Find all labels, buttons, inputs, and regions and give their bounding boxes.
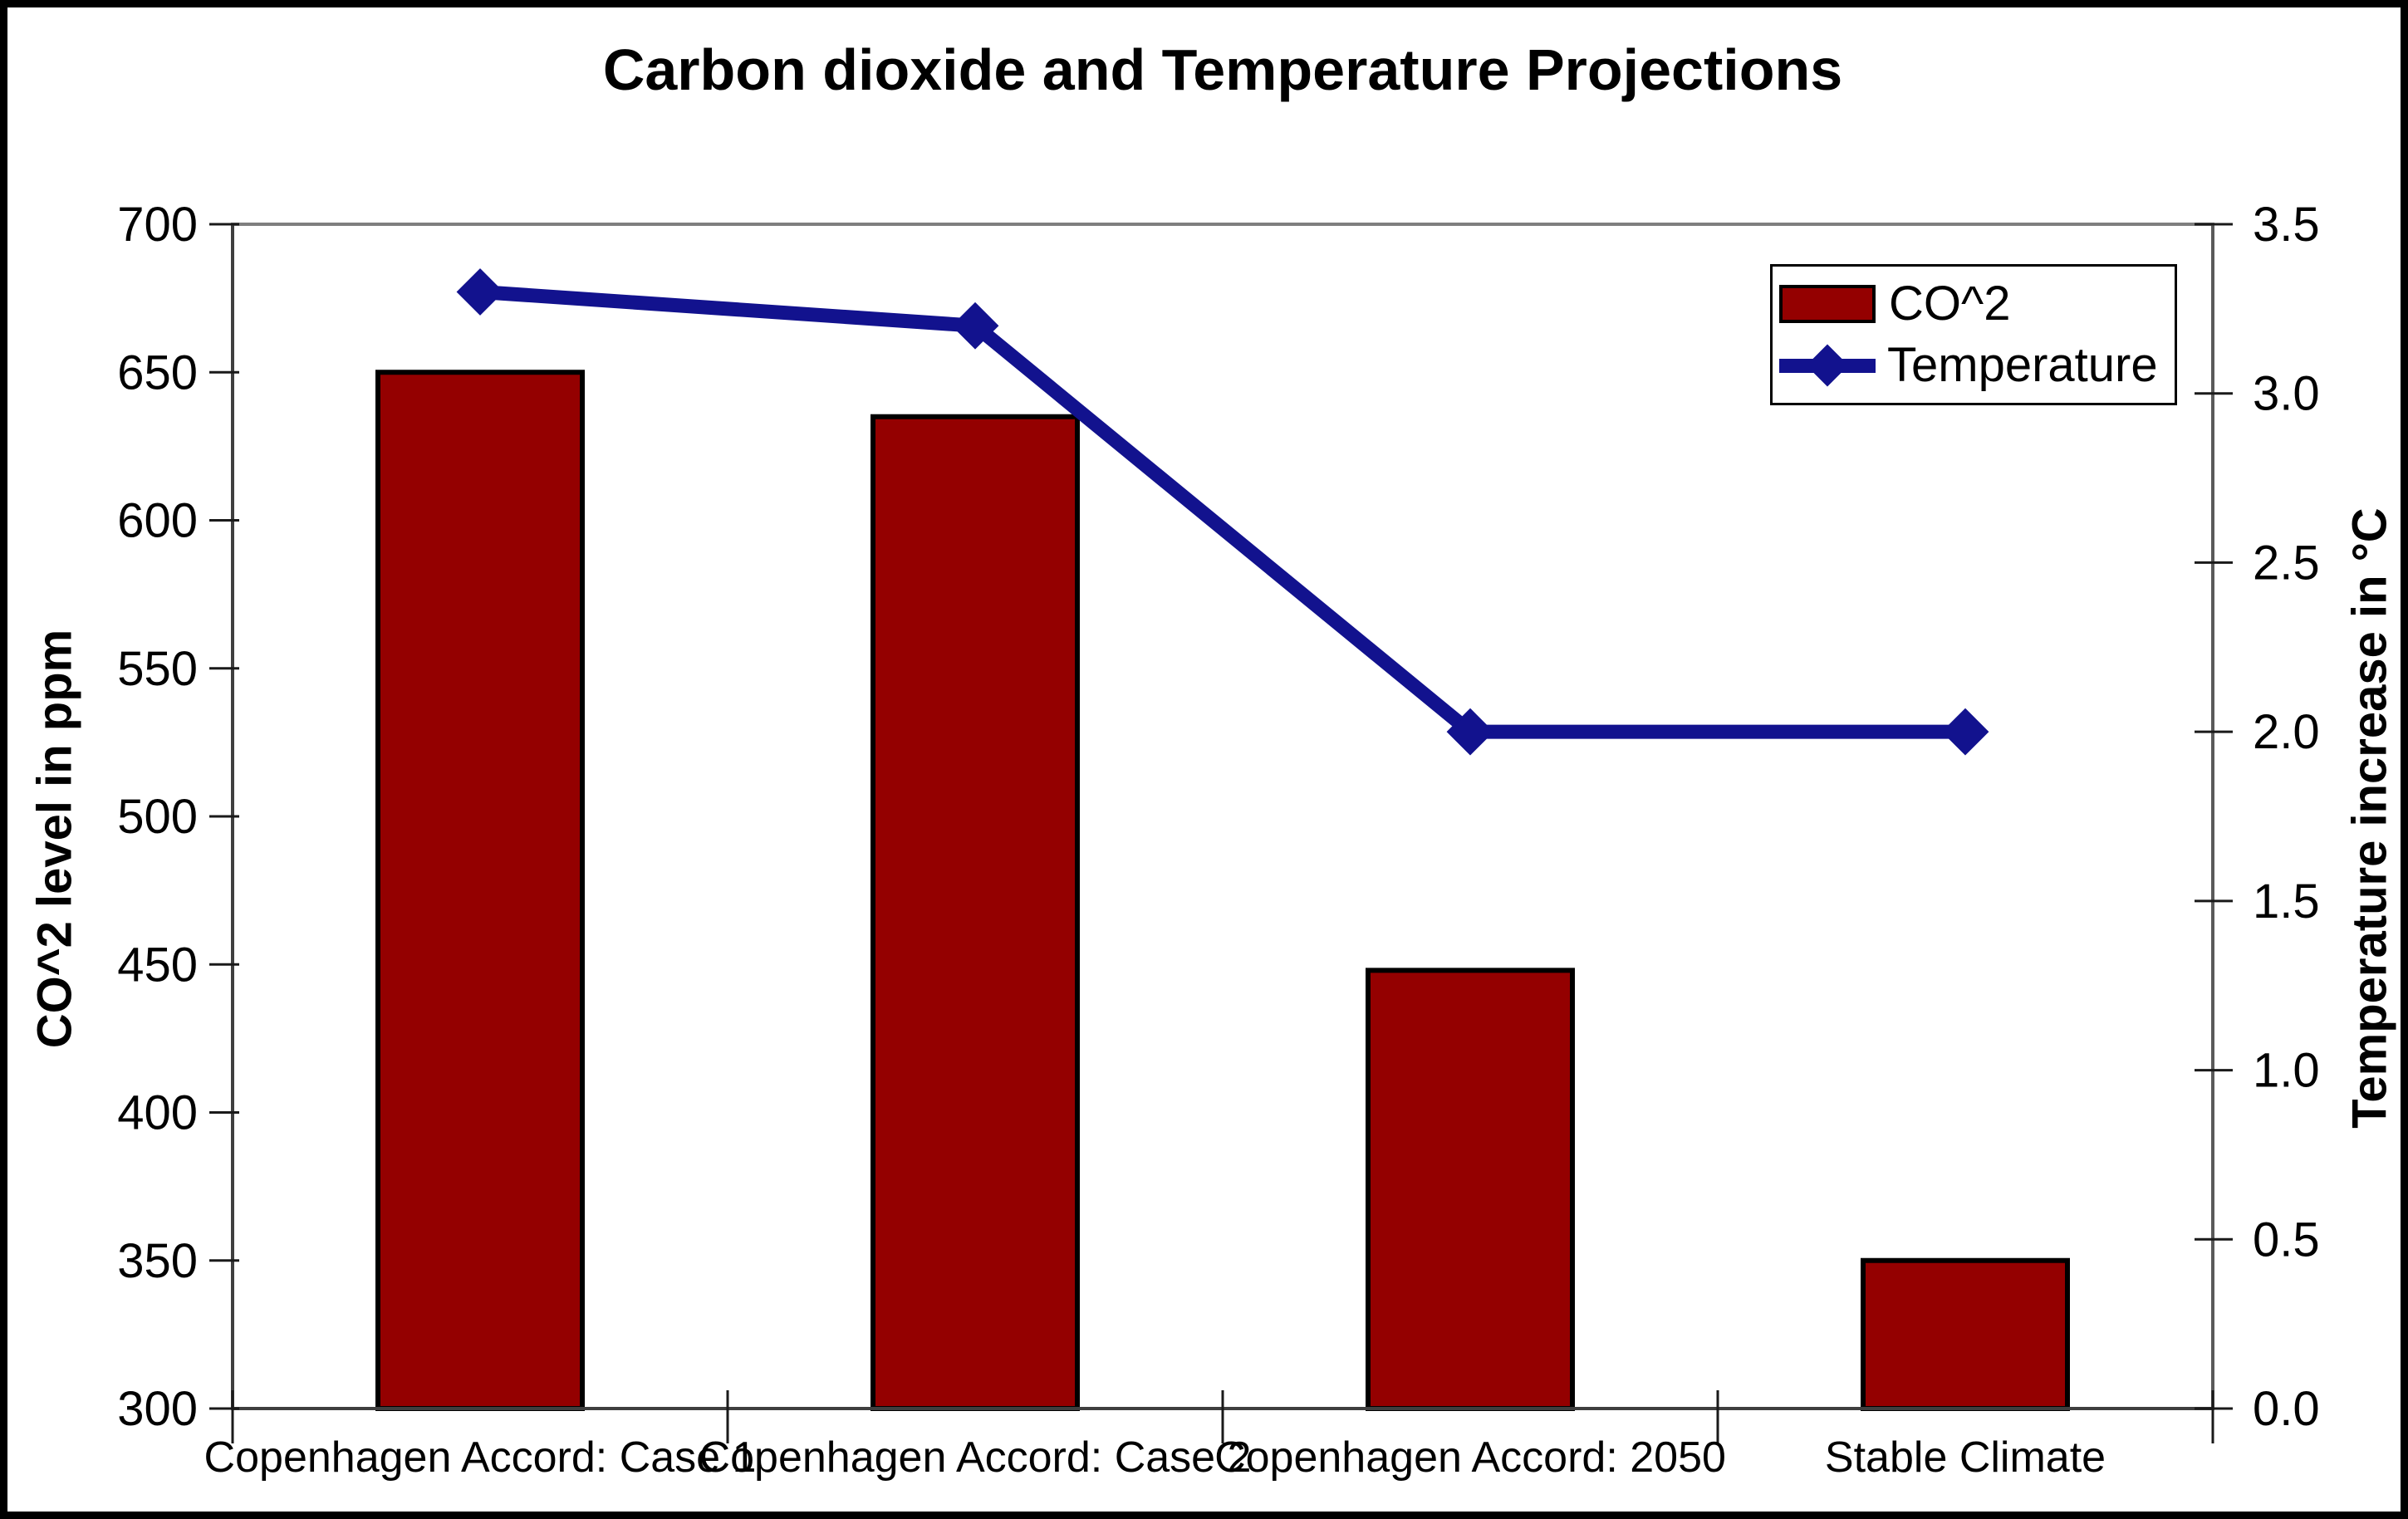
right-tick-label: 2.0: [2253, 705, 2320, 759]
left-tick-label: 600: [117, 494, 198, 548]
temperature-marker-2: [1446, 708, 1494, 756]
right-tick-label: 3.0: [2253, 367, 2320, 421]
temperature-line: [479, 285, 1965, 739]
temperature-marker-0: [456, 268, 504, 316]
left-tick-label: 400: [117, 1086, 198, 1140]
bar-co2-3: [1861, 1257, 2070, 1411]
legend-item-co2: CO^2: [1779, 280, 2175, 328]
left-tick-label: 350: [117, 1234, 198, 1288]
x-category-label: Stable Climate: [1825, 1433, 2106, 1482]
legend-item-temperature: Temperature: [1779, 341, 2175, 390]
legend-co2-label: CO^2: [1889, 277, 2011, 331]
right-tick-label: 1.0: [2253, 1044, 2320, 1098]
x-category-label: Copenhagen Accord: Case 2: [699, 1433, 1252, 1482]
legend-temperature-swatch: [1779, 344, 1876, 387]
left-tick-label: 450: [117, 938, 198, 992]
right-tick-label: 1.5: [2253, 875, 2320, 929]
right-tick-label: 3.5: [2253, 198, 2320, 252]
left-tick-label: 300: [117, 1382, 198, 1436]
chart-title: Carbon dioxide and Temperature Projectio…: [602, 37, 1843, 102]
left-tick-label: 700: [117, 198, 198, 252]
legend-co2-swatch: [1779, 285, 1876, 323]
right-tick-label: 0.5: [2253, 1213, 2320, 1267]
left-tick-label: 650: [117, 345, 198, 399]
legend-temperature-label: Temperature: [1887, 338, 2158, 392]
right-tick-label: 2.5: [2253, 536, 2320, 590]
left-tick-label: 500: [117, 790, 198, 844]
bar-co2-0: [375, 370, 585, 1411]
temperature-marker-1: [951, 301, 999, 350]
left-tick-label: 550: [117, 642, 198, 696]
x-category-label: Copenhagen Accord: 2050: [1214, 1433, 1726, 1482]
legend: CO^2 Temperature: [1770, 264, 2177, 405]
legend-diamond-icon: [1806, 344, 1849, 387]
right-tick-label: 0.0: [2253, 1382, 2320, 1436]
x-category-label: Copenhagen Accord: Case 1: [204, 1433, 757, 1482]
temperature-marker-3: [1941, 708, 1989, 756]
bar-co2-1: [871, 414, 1080, 1412]
bar-co2-2: [1366, 968, 1575, 1411]
